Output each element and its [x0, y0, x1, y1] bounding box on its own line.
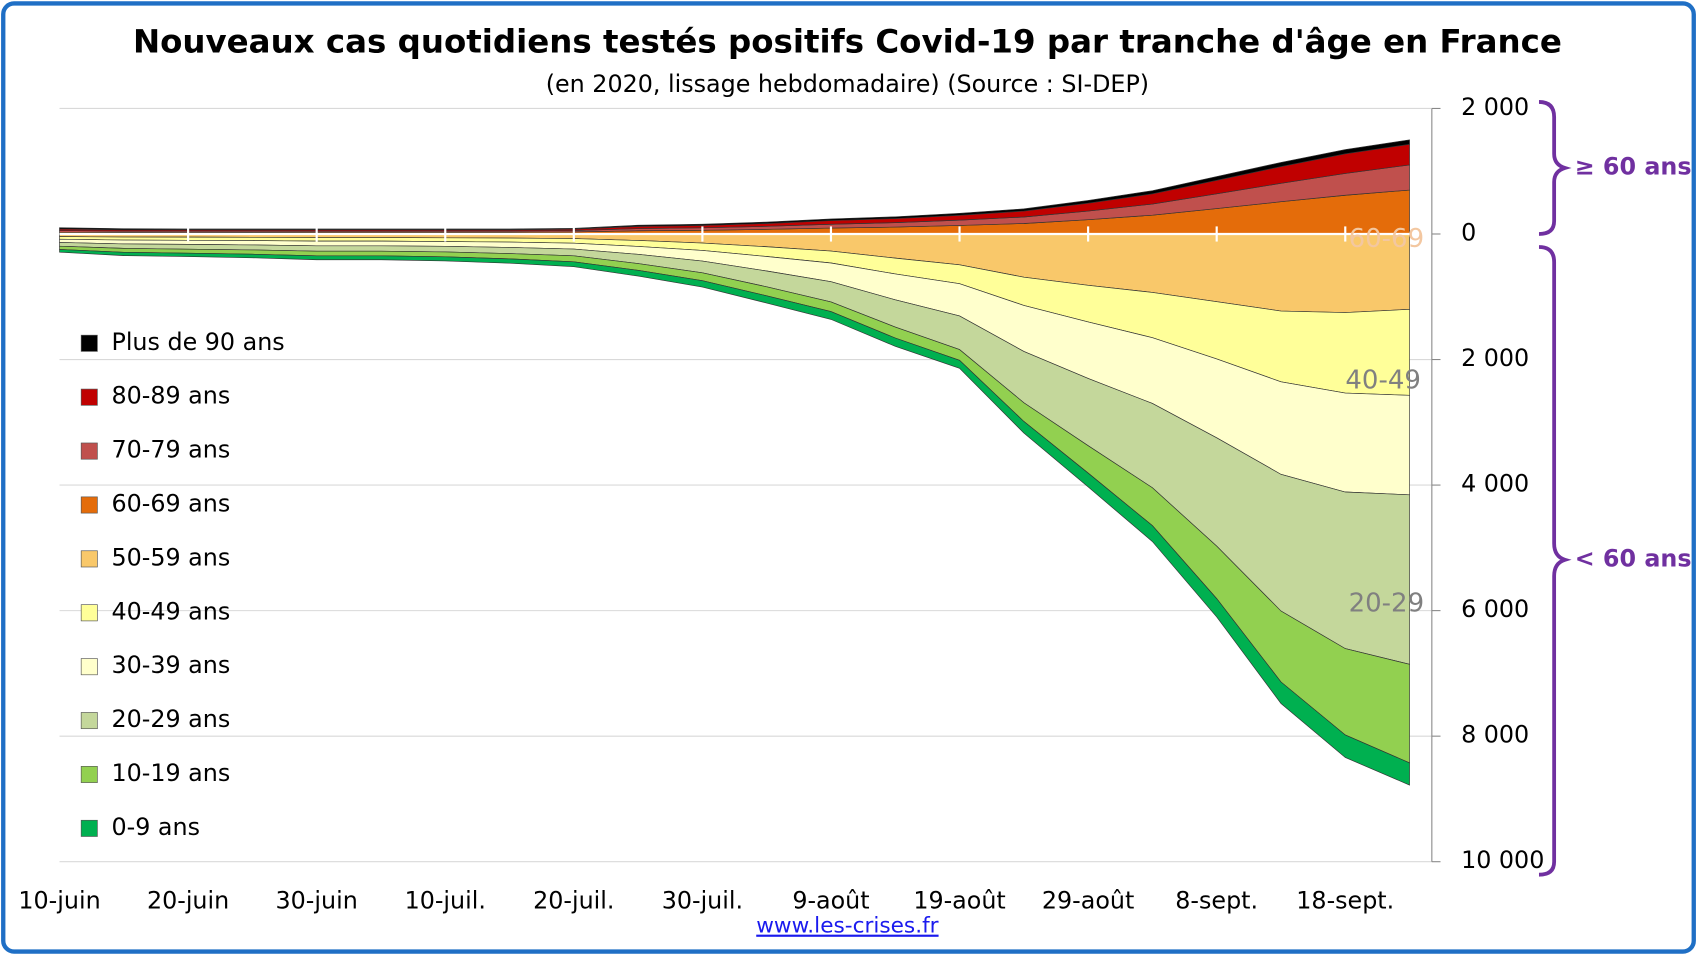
chart-subtitle: (en 2020, lissage hebdomadaire) (Source … [546, 70, 1149, 98]
x-tick-label: 9-août [792, 886, 869, 914]
y-tick-label: 4 000 [1461, 470, 1529, 498]
legend-label: 70-79 ans [111, 436, 230, 464]
legend-swatch [80, 550, 98, 568]
legend-swatch [80, 442, 98, 460]
legend-swatch [80, 766, 98, 783]
legend-label: 30-39 ans [111, 651, 230, 679]
area-label: 60-69 [1349, 224, 1424, 254]
y-tick-label: 6 000 [1461, 595, 1529, 623]
legend-swatch [80, 334, 98, 352]
legend-swatch [80, 496, 98, 514]
x-tick-label: 10-juin [18, 886, 100, 914]
x-tick-label: 29-août [1042, 886, 1134, 914]
annotation: ≥ 60 ans [1575, 152, 1692, 180]
legend-swatch [80, 658, 98, 676]
legend-label: 60-69 ans [111, 489, 230, 517]
legend-label: Plus de 90 ans [111, 328, 284, 356]
x-tick-label: 19-août [913, 886, 1005, 914]
legend-swatch [80, 604, 98, 622]
legend-label: 80-89 ans [111, 382, 230, 410]
area [59, 249, 1410, 786]
x-tick-label: 20-juin [147, 886, 229, 914]
legend-label: 20-29 ans [111, 705, 230, 733]
brace-upper [1538, 100, 1572, 236]
plot-area: 0 2 000 2 000 4 000 6 000 8 000 10 000 10-juin 2… [18, 93, 1544, 914]
x-tick-label: 8-sept. [1175, 886, 1258, 914]
y-tick-label: 2 000 [1461, 344, 1529, 372]
area-label: 20-29 [1349, 589, 1424, 619]
brace-lower [1538, 245, 1572, 877]
area [59, 139, 1410, 231]
x-tick-label: 30-juin [276, 886, 358, 914]
x-tick-label: 30-juil. [662, 886, 743, 914]
legend-label: 10-19 ans [111, 759, 230, 787]
legend-swatch [80, 712, 98, 730]
annotation: < 60 ans [1575, 544, 1692, 572]
legend-label: 40-49 ans [111, 597, 230, 625]
legend-label: 0-9 ans [111, 813, 199, 841]
x-tick-label: 18-sept. [1296, 886, 1394, 914]
y-tick-label: 8 000 [1461, 721, 1529, 749]
x-tick-label: 20-juil. [533, 886, 614, 914]
y-tick-label: 0 [1461, 218, 1476, 246]
source-link[interactable]: www.les-crises.fr [756, 914, 938, 939]
y-tick-label: 2 000 [1461, 93, 1529, 121]
legend: Plus de 90 ans 80-89 ans 70-79 ans 60-69 an… [80, 328, 285, 841]
area-label: 40-49 [1345, 366, 1420, 396]
legend-label: 50-59 ans [111, 543, 230, 571]
y-tick-label: 10 000 [1461, 846, 1544, 874]
x-tick-label: 10-juil. [405, 886, 486, 914]
legend-swatch [80, 819, 98, 837]
chart-title: Nouveaux cas quotidiens testés positifs … [133, 23, 1562, 61]
legend-swatch [80, 388, 98, 406]
